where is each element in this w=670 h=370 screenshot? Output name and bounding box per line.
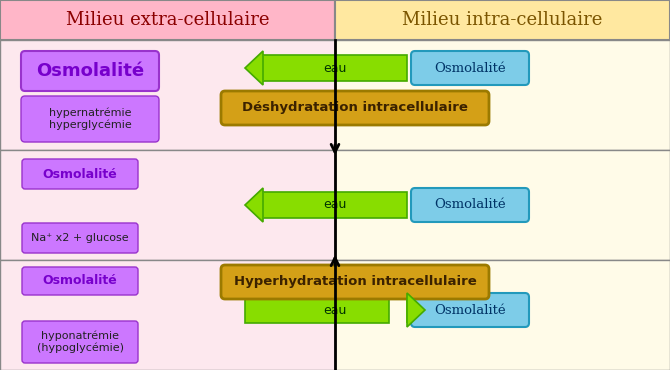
Text: hyponatrémie
(hypoglycémie): hyponatrémie (hypoglycémie) [36,331,123,353]
Bar [262,55,264,81]
FancyBboxPatch shape [21,96,159,142]
Text: Milieu extra-cellulaire: Milieu extra-cellulaire [66,11,269,29]
Text: eau: eau [324,198,346,212]
Polygon shape [407,293,425,327]
Bar [335,0,670,40]
FancyBboxPatch shape [22,267,138,295]
FancyBboxPatch shape [22,223,138,253]
Bar [335,40,670,150]
Bar [0,40,335,150]
Text: Osmolalité: Osmolalité [43,275,117,287]
FancyBboxPatch shape [22,159,138,189]
Text: Osmolalité: Osmolalité [43,168,117,181]
Text: Milieu intra-cellulaire: Milieu intra-cellulaire [402,11,603,29]
Text: Na⁺ x2 + glucose: Na⁺ x2 + glucose [31,233,129,243]
Text: eau: eau [324,303,346,316]
Bar [406,297,408,323]
Text: Osmolalité: Osmolalité [434,61,506,74]
Text: Hyperhydratation intracellulaire: Hyperhydratation intracellulaire [234,276,476,289]
Polygon shape [245,188,263,222]
Text: Osmolalité: Osmolalité [434,303,506,316]
FancyBboxPatch shape [22,321,138,363]
Bar [335,260,670,370]
Text: hypernatrémie
hyperglycémie: hypernatrémie hyperglycémie [49,108,131,130]
Bar [263,192,407,218]
FancyBboxPatch shape [21,51,159,91]
Text: Osmolalité: Osmolalité [434,198,506,212]
Text: Osmolalité: Osmolalité [36,62,144,80]
Bar [262,192,264,218]
FancyBboxPatch shape [221,265,489,299]
FancyBboxPatch shape [221,91,489,125]
Bar [245,297,389,323]
FancyBboxPatch shape [411,51,529,85]
Bar [0,260,335,370]
FancyBboxPatch shape [411,293,529,327]
Polygon shape [245,51,263,85]
Text: Déshydratation intracellulaire: Déshydratation intracellulaire [242,101,468,114]
FancyBboxPatch shape [411,188,529,222]
Bar [263,55,407,81]
Bar [0,150,335,260]
Text: eau: eau [324,61,346,74]
Bar [335,150,670,260]
Bar [0,0,335,40]
